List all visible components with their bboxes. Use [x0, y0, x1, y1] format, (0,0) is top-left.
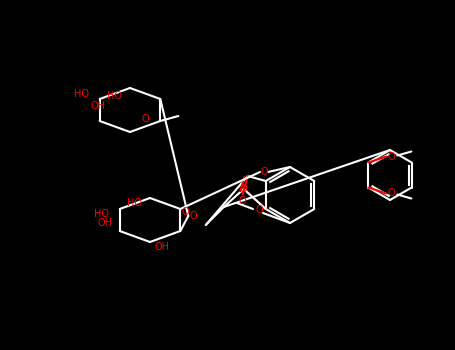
Text: O: O: [260, 167, 268, 177]
Text: O: O: [255, 205, 263, 215]
Text: OH: OH: [155, 242, 170, 252]
Text: O: O: [388, 189, 395, 198]
Text: OH: OH: [90, 101, 105, 111]
Text: O: O: [388, 152, 395, 161]
Text: O: O: [240, 184, 248, 194]
Text: OH: OH: [97, 218, 112, 228]
Text: HO: HO: [107, 91, 122, 101]
Text: O: O: [142, 113, 149, 124]
Text: O: O: [189, 211, 197, 221]
Text: O: O: [182, 207, 189, 217]
Text: O: O: [239, 196, 247, 206]
Text: HO: HO: [94, 209, 109, 219]
Text: HO: HO: [127, 198, 142, 208]
Text: HO: HO: [74, 89, 89, 99]
